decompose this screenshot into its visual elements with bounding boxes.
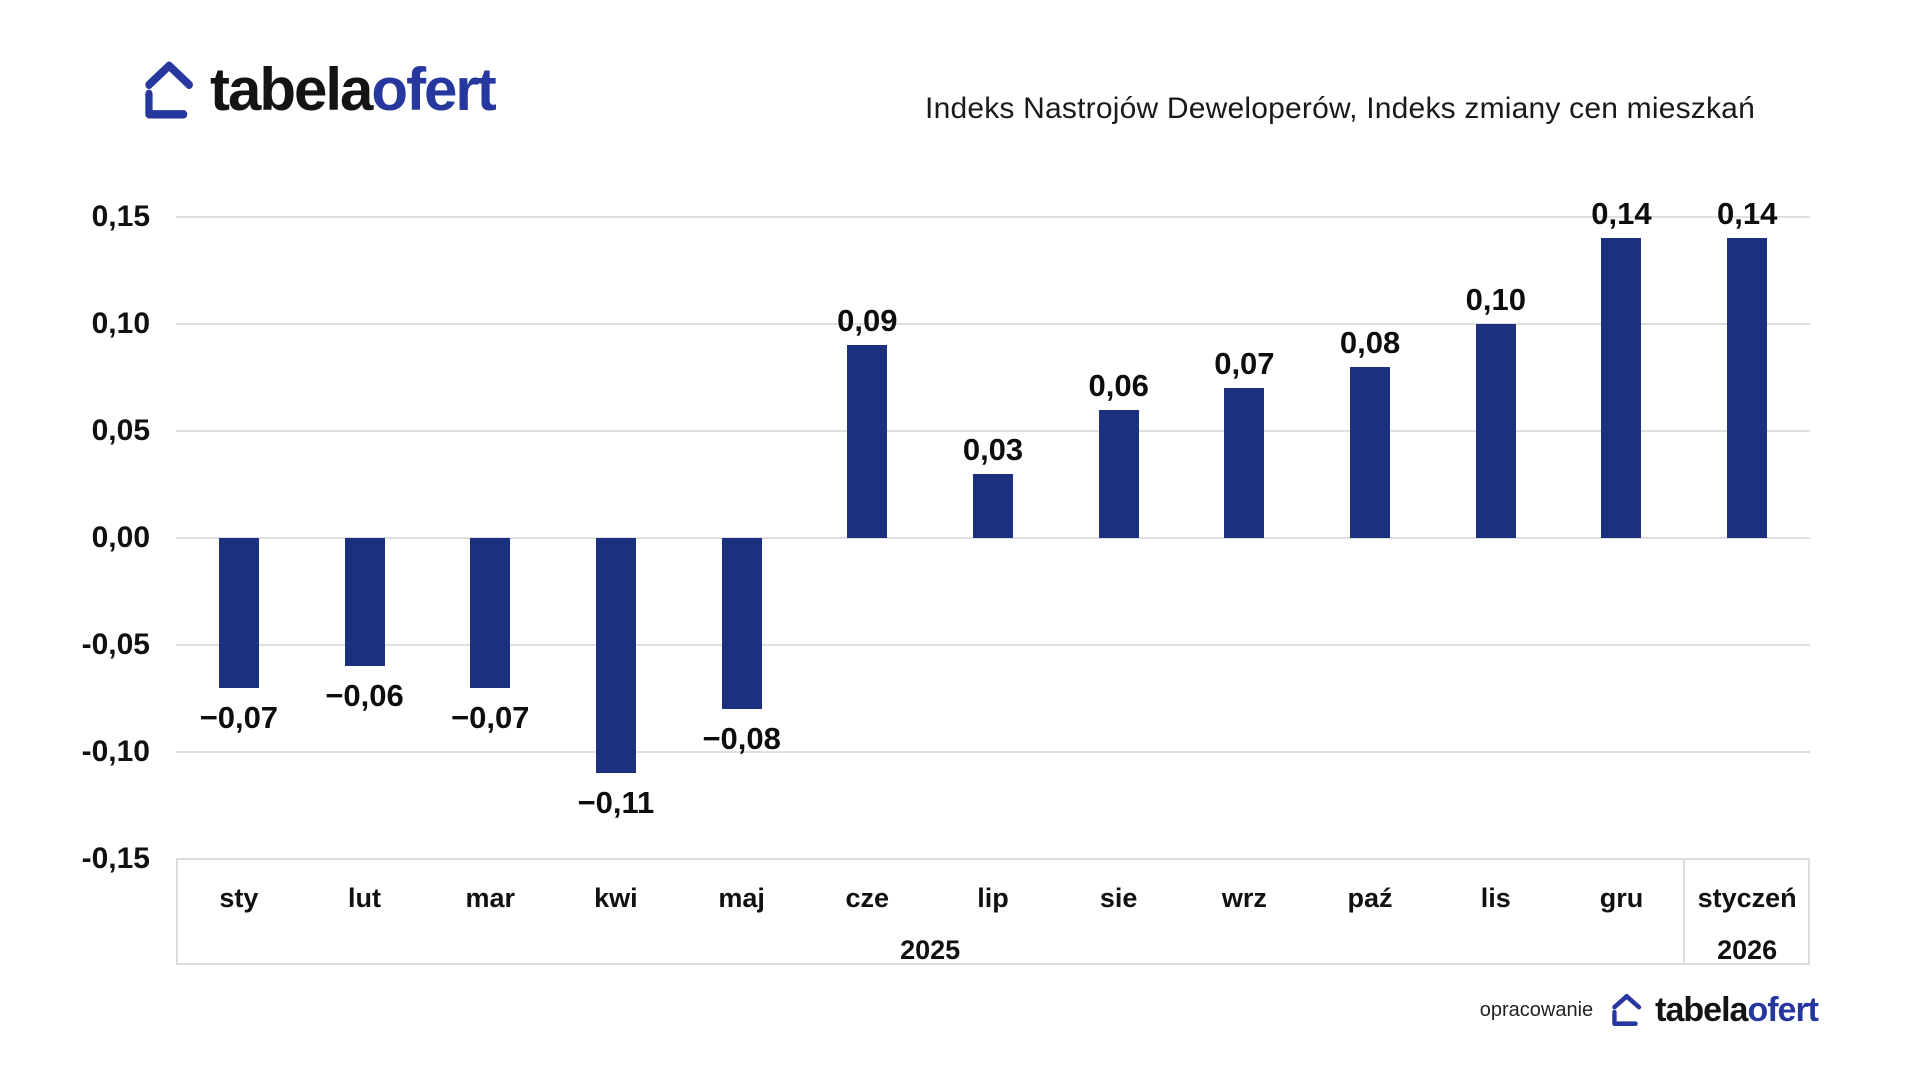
bar-value-label: 0,14 — [1716, 196, 1778, 232]
bar-value-label: 0,14 — [1591, 196, 1652, 232]
x-axis-tick-label: cze — [845, 883, 890, 913]
bar — [847, 345, 888, 538]
bar-value-label: −0,08 — [702, 721, 781, 757]
bar-value-label: −0,06 — [325, 678, 404, 714]
bar — [470, 538, 511, 688]
bar-value-label: 0,06 — [1088, 367, 1149, 403]
footer-brand-part2: ofert — [1747, 991, 1819, 1029]
bar — [1098, 409, 1139, 538]
bar — [1727, 238, 1768, 538]
bar — [344, 538, 385, 667]
footer: opracowanie tabelaofert — [1479, 991, 1819, 1029]
bar-value-label: −0,07 — [199, 699, 279, 735]
y-axis-tick-label: 0,00 — [91, 521, 150, 554]
bar — [973, 473, 1013, 538]
x-axis-tick-label: maj — [718, 883, 765, 913]
y-axis-tick-label: 0,05 — [91, 414, 150, 447]
x-axis-tick-label: lis — [1480, 883, 1511, 913]
bar-value-label: 0,03 — [962, 431, 1024, 467]
brand-logo-text: tabelaofert — [210, 60, 497, 120]
x-axis-year-label: 2025 — [900, 935, 961, 965]
gridline — [176, 430, 1810, 432]
bar — [1475, 324, 1516, 538]
bar — [1350, 366, 1391, 538]
footer-brand-part1: tabela — [1655, 991, 1748, 1029]
y-axis-tick-label: 0,10 — [91, 307, 150, 340]
x-axis-tick-label: styczeń — [1697, 883, 1797, 913]
bar-value-label: 0,10 — [1465, 282, 1526, 317]
gridline — [176, 644, 1810, 646]
x-axis-tick-label: mar — [465, 883, 515, 913]
x-axis-band-box — [176, 858, 1810, 965]
bar — [721, 538, 762, 710]
x-axis-tick-label: kwi — [594, 883, 638, 913]
house-icon — [1612, 993, 1642, 1027]
footer-credit-label: opracowanie — [1479, 998, 1594, 1021]
brand-logo: tabelaofert — [140, 58, 497, 122]
x-axis-tick-label: wrz — [1221, 883, 1267, 913]
gridline — [176, 751, 1810, 753]
bar-value-label: 0,08 — [1339, 324, 1401, 360]
brand-logo-part2: ofert — [371, 56, 496, 123]
bar-value-label: −0,07 — [450, 699, 530, 735]
bar-value-label: 0,07 — [1214, 346, 1275, 382]
bar-value-label: −0,11 — [577, 785, 655, 821]
x-axis-band-divider — [1683, 858, 1686, 965]
y-axis-tick-label: -0,15 — [81, 842, 150, 875]
chart-title: Indeks Nastrojów Deweloperów, Indeks zmi… — [925, 92, 1755, 125]
x-axis-tick-label: gru — [1599, 883, 1644, 913]
x-axis-tick-label: paź — [1347, 883, 1393, 913]
gridline — [176, 537, 1810, 539]
x-axis-tick-label: sie — [1099, 883, 1138, 913]
x-axis-year-label: 2026 — [1717, 935, 1778, 965]
bar — [595, 538, 636, 774]
bar — [218, 538, 259, 688]
gridline — [176, 323, 1810, 325]
y-axis-tick-label: 0,15 — [91, 200, 150, 233]
footer-brand-logo-text: tabelaofert — [1655, 991, 1819, 1029]
x-axis-tick-label: sty — [219, 883, 259, 913]
x-axis-tick-label: lip — [977, 883, 1009, 913]
x-axis-tick-label: lut — [348, 883, 382, 913]
y-axis-tick-label: -0,05 — [81, 628, 150, 661]
bar — [1601, 238, 1642, 538]
gridline — [176, 216, 1810, 218]
y-axis-tick-label: -0,10 — [81, 735, 150, 768]
brand-logo-part1: tabela — [210, 56, 373, 123]
house-icon — [145, 61, 193, 119]
bar — [1224, 388, 1265, 538]
bar-value-label: 0,09 — [837, 303, 898, 339]
